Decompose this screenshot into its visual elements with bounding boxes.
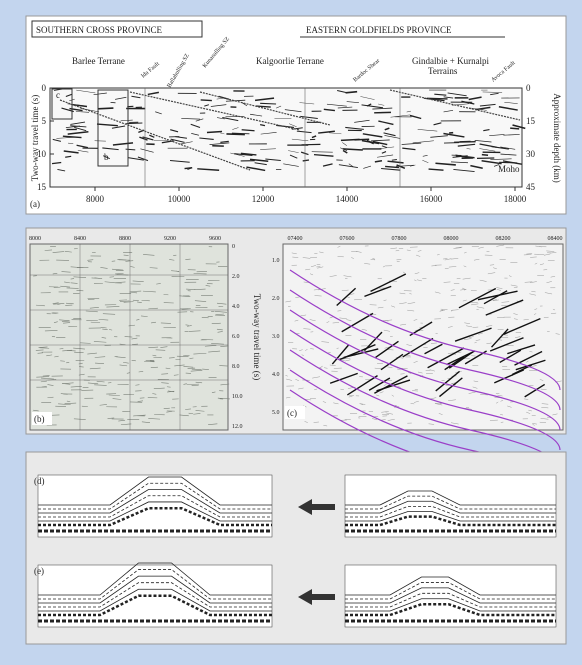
panel-label: (b) [34, 414, 45, 424]
x-tick-label: 8800 [119, 236, 131, 242]
figure: SOUTHERN CROSS PROVINCE EASTERN GOLDFIEL… [0, 0, 582, 665]
reflector [454, 142, 476, 143]
section-a [50, 88, 522, 187]
panel-label: (e) [34, 566, 44, 576]
terrane: Gindalbie + Kurnalpi [412, 56, 490, 66]
reflector [207, 132, 222, 133]
x-tick-label: 8000 [86, 194, 105, 204]
reflector [260, 103, 276, 104]
box-c-label: c [56, 90, 60, 100]
x-tick-label: 14000 [336, 194, 359, 204]
page: SOUTHERN CROSS PROVINCE EASTERN GOLDFIEL… [0, 0, 582, 665]
schematic-box [345, 475, 556, 537]
reflector [98, 108, 114, 109]
reflector [482, 155, 488, 156]
x-tick-label: 18000 [504, 194, 527, 204]
y-tick-label: 2.0 [232, 274, 240, 280]
terrane: Barlee Terrane [72, 56, 125, 66]
y-tick-label: 6.0 [232, 334, 240, 340]
x-tick-label: 9200 [164, 236, 176, 242]
y2-tick-label: 30 [526, 149, 536, 159]
province-right: EASTERN GOLDFIELDS PROVINCE [306, 25, 452, 35]
x-tick-label: 16000 [420, 194, 443, 204]
y-tick-label: 15 [37, 182, 47, 192]
y-tick-label: 2.0 [272, 296, 280, 302]
reflector [201, 100, 212, 101]
y-tick-label: 0 [232, 244, 235, 250]
y-tick-label: 5.0 [272, 410, 280, 416]
x-tick-label: 12000 [252, 194, 275, 204]
x-tick-label: 9600 [209, 236, 221, 242]
y-tick-label: 0 [42, 83, 47, 93]
schematic-box [345, 565, 556, 627]
province-left: SOUTHERN CROSS PROVINCE [36, 25, 163, 35]
panel-label: (a) [30, 199, 40, 209]
panel-label: (c) [287, 408, 297, 418]
y2-axis-label: Approximate depth (km) [552, 93, 562, 182]
panel-label: (d) [34, 476, 45, 486]
y2-tick-label: 0 [526, 83, 531, 93]
box-b-label: b [104, 152, 109, 162]
schematic-box [38, 475, 272, 537]
moho: Moho [498, 164, 520, 174]
x-tick-label: 8400 [74, 236, 86, 242]
y2-tick-label: 45 [526, 182, 536, 192]
y-tick-label: 1.0 [272, 258, 280, 264]
terrane: Terrains [428, 66, 458, 76]
y-axis-label: Two-way travel time (s) [252, 294, 262, 381]
x-tick-label: 08200 [496, 236, 511, 242]
y-tick-label: 12.0 [232, 424, 243, 430]
x-tick-label: 10000 [168, 194, 191, 204]
y-axis-label: Two-way travel time (s) [30, 95, 40, 182]
y-tick-label: 5 [42, 116, 47, 126]
x-tick-label: 8000 [29, 236, 41, 242]
y-tick-label: 4.0 [232, 304, 240, 310]
terrane: Kalgoorlie Terrane [256, 56, 324, 66]
reflector [392, 159, 397, 160]
reflector [499, 162, 517, 163]
y-tick-label: 10 [37, 149, 47, 159]
x-tick-label: 07800 [392, 236, 407, 242]
reflector [226, 134, 244, 135]
y-tick-label: 4.0 [272, 372, 280, 378]
y-tick-label: 8.0 [232, 364, 240, 370]
reflector [510, 128, 519, 129]
x-tick-label: 07400 [288, 236, 303, 242]
y2-tick-label: 15 [526, 116, 536, 126]
reflector [185, 168, 193, 169]
x-tick-label: 08400 [548, 236, 563, 242]
y-tick-label: 10.0 [232, 394, 243, 400]
x-tick-label: 07600 [340, 236, 355, 242]
x-tick-label: 08000 [444, 236, 459, 242]
reflector [354, 139, 369, 140]
y-tick-label: 3.0 [272, 334, 280, 340]
